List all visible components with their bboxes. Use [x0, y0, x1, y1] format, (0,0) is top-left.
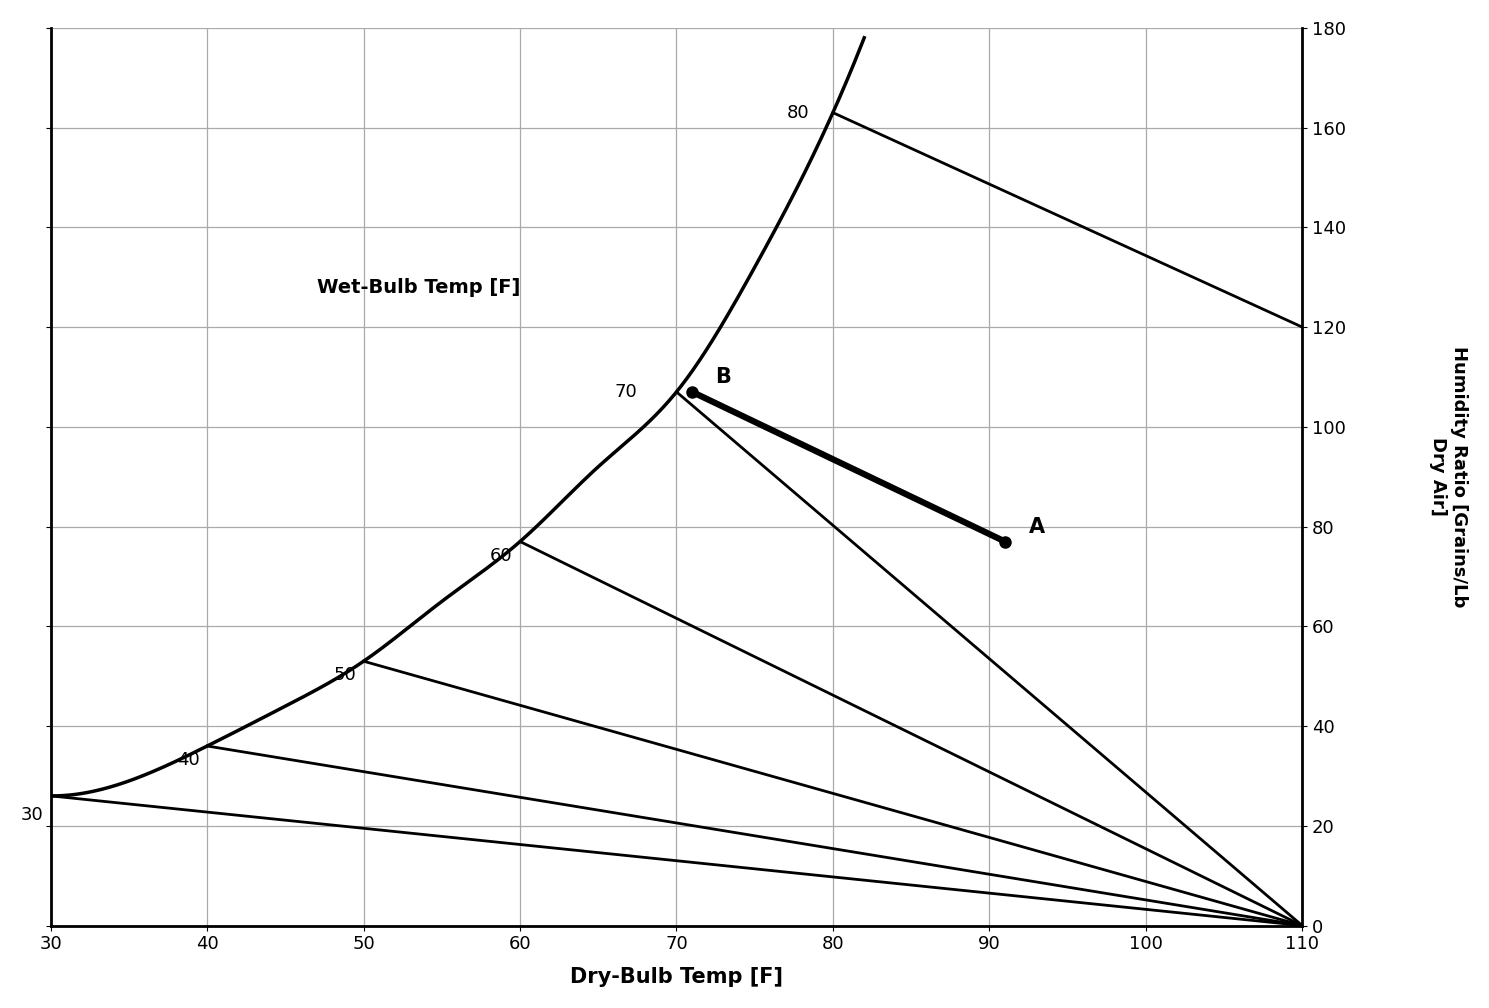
- Text: B: B: [716, 367, 731, 387]
- Text: 30: 30: [21, 805, 43, 824]
- Text: A: A: [1029, 516, 1045, 536]
- X-axis label: Dry-Bulb Temp [F]: Dry-Bulb Temp [F]: [570, 967, 783, 987]
- Text: 60: 60: [490, 546, 512, 564]
- Text: 50: 50: [334, 666, 356, 684]
- Text: 80: 80: [786, 104, 810, 122]
- Text: Wet-Bulb Temp [F]: Wet-Bulb Temp [F]: [317, 277, 520, 296]
- Y-axis label: Humidity Ratio [Grains/Lb
Dry Air]: Humidity Ratio [Grains/Lb Dry Air]: [1429, 346, 1468, 608]
- Text: 70: 70: [615, 383, 637, 401]
- Text: 40: 40: [177, 751, 200, 769]
